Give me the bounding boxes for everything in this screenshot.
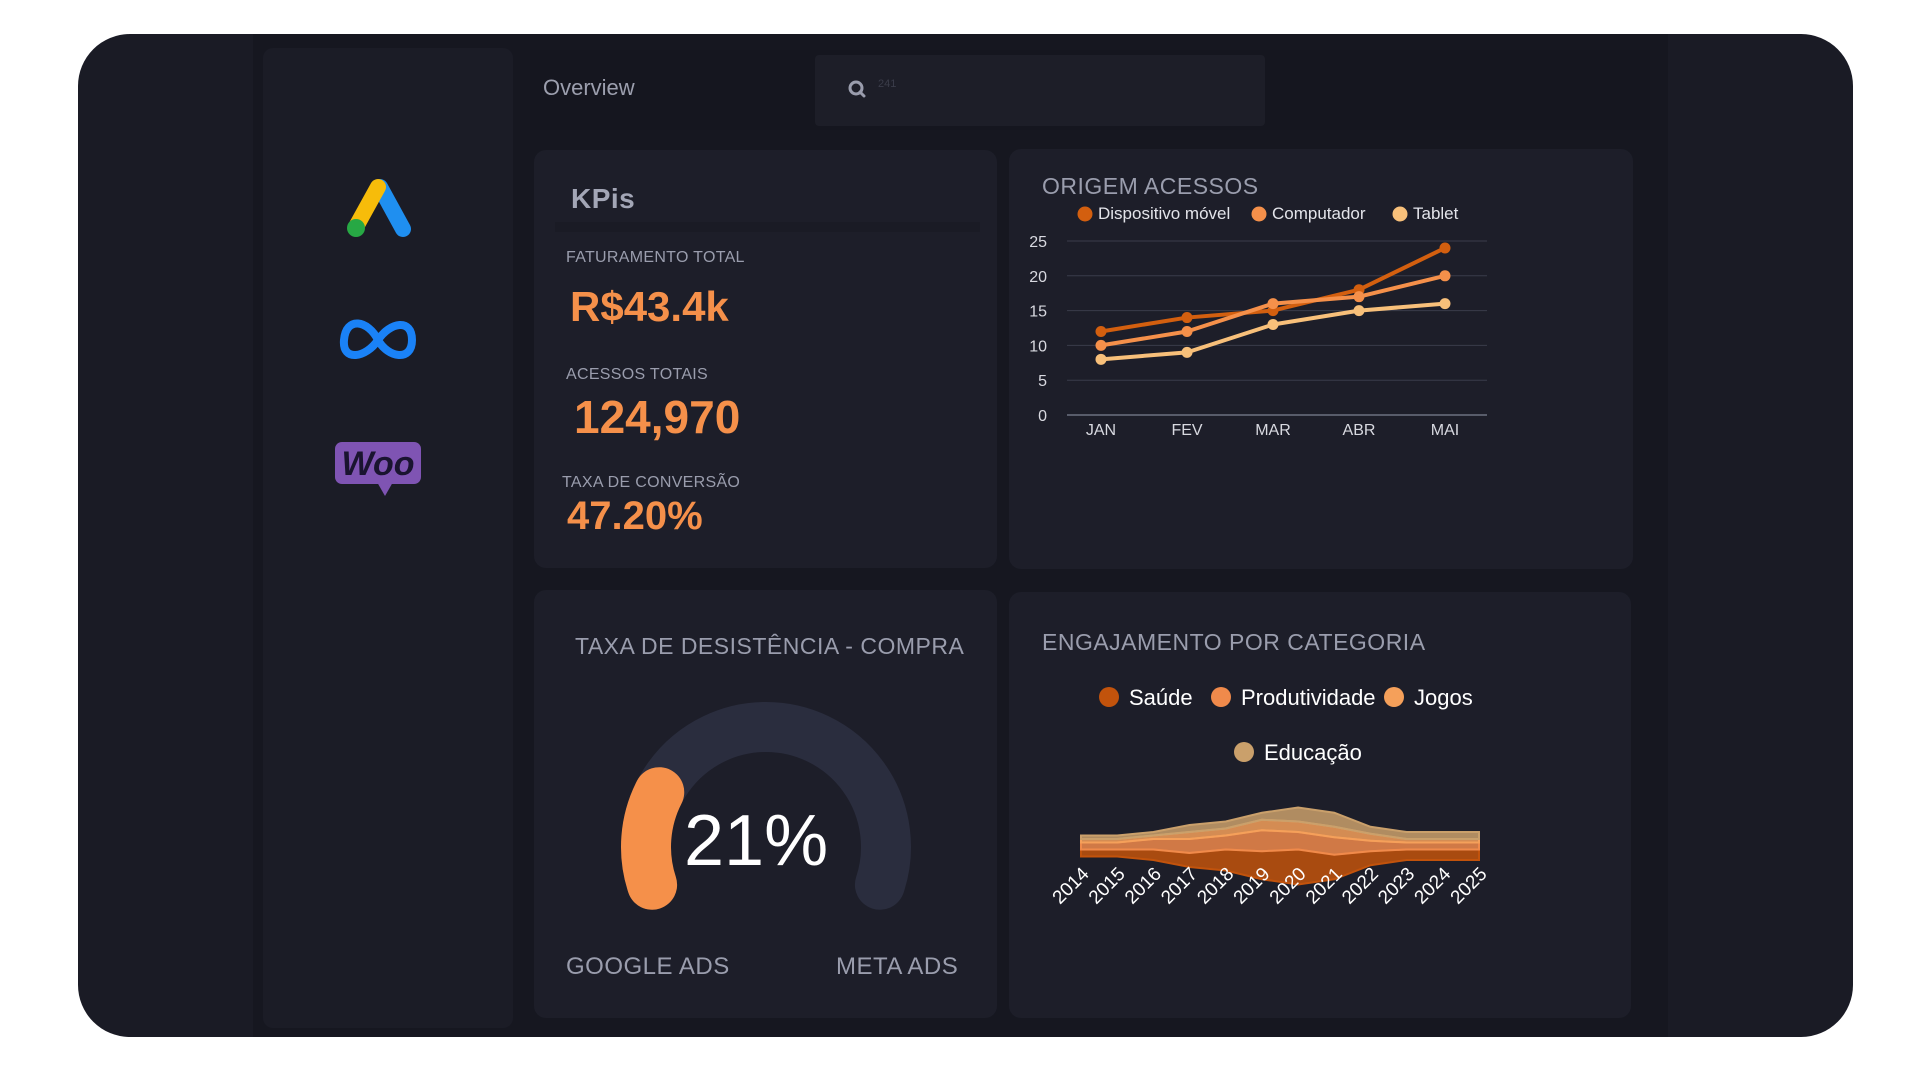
- legend-marker: [1251, 206, 1267, 222]
- legend-marker: [1392, 206, 1408, 222]
- line-chart-title: ORIGEM ACESSOS: [1042, 173, 1259, 199]
- gauge-card: [534, 590, 997, 1018]
- data-point: [1439, 242, 1451, 254]
- legend-label: Computador: [1272, 204, 1366, 223]
- data-point: [1439, 298, 1451, 310]
- search-input[interactable]: [815, 55, 1265, 126]
- svg-text:Woo: Woo: [341, 445, 414, 483]
- legend-marker: [1099, 687, 1119, 707]
- gauge: [621, 702, 911, 910]
- kpi-divider: [555, 222, 980, 232]
- x-tick-label: 2024: [1411, 863, 1456, 908]
- kpi-label-faturamento: FATURAMENTO TOTAL: [566, 249, 745, 266]
- legend-marker: [1234, 742, 1254, 762]
- kpi-label-acessos: ACESSOS TOTAIS: [566, 366, 709, 383]
- meta-icon: [339, 319, 417, 359]
- sidebar-item-woocommerce[interactable]: Woo: [270, 420, 486, 520]
- gauge-title: TAXA DE DESISTÊNCIA - COMPRA: [575, 633, 965, 659]
- legend-marker: [1077, 206, 1093, 222]
- data-point: [1181, 312, 1193, 324]
- line-chart: 0 5 10 15 20 25 JAN FEV MAR ABR MAI Dispositivo móv…: [1029, 204, 1487, 439]
- kpi-value-faturamento: R$43.4k: [570, 283, 729, 330]
- x-tick-label: MAI: [1431, 422, 1459, 439]
- kpi-label-conversao: TAXA DE CONVERSÃO: [562, 474, 741, 491]
- kpi-card-title: KPis: [571, 183, 636, 214]
- x-tick-label: 2025: [1447, 864, 1492, 909]
- area-chart-title: ENGAJAMENTO POR CATEGORIA: [1042, 629, 1426, 655]
- x-tick-label: 2016: [1121, 864, 1166, 909]
- y-tick-label: 25: [1029, 234, 1047, 251]
- tab-overview[interactable]: Overview: [543, 75, 635, 100]
- x-tick-label: FEV: [1171, 422, 1202, 439]
- y-tick-label: 20: [1029, 269, 1047, 286]
- gauge-right-label: META ADS: [836, 953, 959, 980]
- x-tick-label: 2017: [1157, 864, 1202, 909]
- sidebar-item-meta[interactable]: [270, 290, 486, 390]
- kpi-value-acessos: 124,970: [574, 391, 741, 443]
- data-point: [1095, 339, 1107, 351]
- kpi-value-conversao: 47.20%: [567, 494, 703, 538]
- gauge-value: 21%: [684, 801, 829, 881]
- data-point: [1095, 325, 1107, 337]
- legend-label: Dispositivo móvel: [1098, 204, 1230, 223]
- data-point: [1181, 325, 1193, 337]
- x-tick-label: 2023: [1374, 864, 1419, 909]
- data-point: [1439, 270, 1451, 282]
- gauge-fill: [621, 767, 685, 910]
- legend-label: Saúde: [1129, 685, 1193, 710]
- legend-label: Educação: [1264, 740, 1362, 765]
- data-point: [1267, 298, 1279, 310]
- x-tick-label: 2015: [1085, 864, 1130, 909]
- data-point: [1181, 346, 1193, 358]
- x-tick-label: JAN: [1086, 422, 1116, 439]
- data-point: [1267, 319, 1279, 331]
- legend-marker: [1211, 687, 1231, 707]
- google-ads-icon: [347, 179, 411, 237]
- data-point: [1353, 291, 1365, 303]
- y-tick-label: 0: [1038, 408, 1047, 425]
- y-tick-label: 10: [1029, 338, 1047, 355]
- sidebar-item-google-ads[interactable]: [270, 160, 486, 260]
- legend-label: Produtividade: [1241, 685, 1376, 710]
- area-chart-card: [1009, 592, 1631, 1018]
- search-hint: 241: [878, 78, 897, 90]
- y-tick-label: 5: [1038, 373, 1047, 390]
- woocommerce-icon: Woo: [335, 442, 421, 496]
- x-tick-label: MAR: [1255, 422, 1291, 439]
- y-tick-label: 15: [1029, 304, 1047, 321]
- x-tick-label: ABR: [1343, 422, 1376, 439]
- data-point: [1095, 353, 1107, 365]
- x-tick-label: 2014: [1049, 863, 1094, 908]
- search-icon[interactable]: [848, 80, 866, 98]
- data-point: [1353, 305, 1365, 317]
- area-chart: 2014201520162017201820192020202120222023…: [1049, 685, 1492, 909]
- kpi-card: [534, 150, 997, 568]
- legend-marker: [1384, 687, 1404, 707]
- gauge-left-label: GOOGLE ADS: [566, 953, 730, 980]
- legend-label: Tablet: [1413, 204, 1459, 223]
- area-series: [1080, 806, 1480, 840]
- legend-label: Jogos: [1414, 685, 1473, 710]
